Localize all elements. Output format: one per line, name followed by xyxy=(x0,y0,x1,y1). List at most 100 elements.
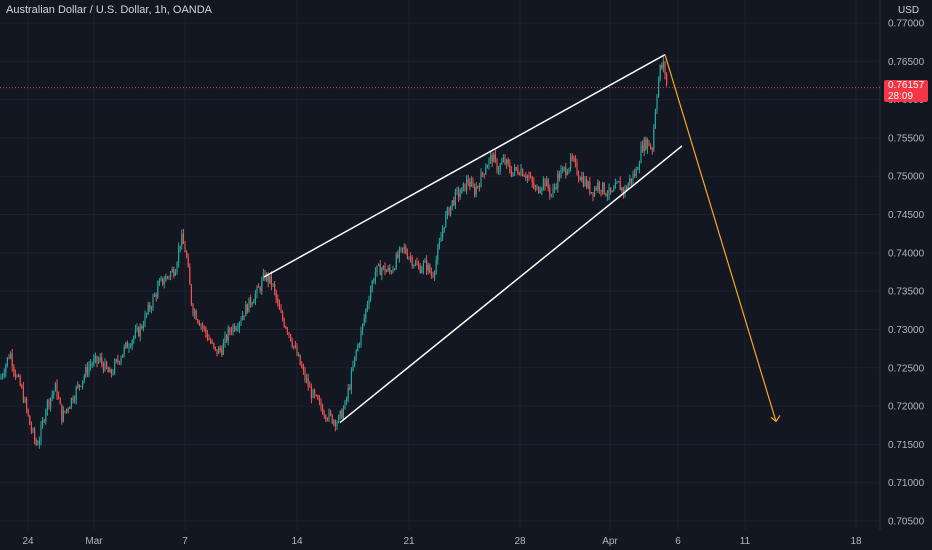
candle-body xyxy=(198,321,200,326)
candle-body xyxy=(240,320,242,323)
candle-body xyxy=(622,187,624,194)
candle-body xyxy=(405,247,407,254)
candle-body xyxy=(154,294,156,297)
candle-body xyxy=(488,158,490,166)
y-tick-label: 0.71000 xyxy=(888,478,925,489)
candle-body xyxy=(226,335,228,341)
upper-trend-line xyxy=(263,53,666,278)
candle-body xyxy=(310,386,312,399)
candle-body xyxy=(29,415,31,425)
candle-body xyxy=(301,364,303,368)
candle-body xyxy=(3,373,5,376)
candle-body xyxy=(346,398,348,401)
candle-body xyxy=(619,181,621,191)
candle-body xyxy=(584,179,586,187)
candle-body xyxy=(101,357,103,364)
candle-body xyxy=(418,264,420,267)
candle-body xyxy=(349,388,351,390)
candle-body xyxy=(352,365,354,371)
candle-body xyxy=(662,61,664,68)
candle-body xyxy=(518,173,520,175)
lower-trend-line xyxy=(339,145,683,424)
candle-body xyxy=(43,420,45,422)
candle-body xyxy=(126,342,128,349)
candle-body xyxy=(326,418,328,420)
candle-body xyxy=(173,269,175,276)
candle-body xyxy=(50,397,52,407)
candle-body xyxy=(450,205,452,215)
candle-body xyxy=(195,311,197,320)
candle-body xyxy=(222,342,224,355)
last-price-value: 0.76157 xyxy=(888,80,925,91)
candle-body xyxy=(581,176,583,181)
candle-body xyxy=(586,179,588,188)
candle-body xyxy=(478,185,480,188)
candle-body xyxy=(40,425,42,441)
candle-body xyxy=(560,169,562,178)
candle-body xyxy=(8,357,10,359)
candle-body xyxy=(642,145,644,152)
x-tick-label: Mar xyxy=(85,536,103,547)
candle-body xyxy=(147,304,149,314)
candle-body xyxy=(435,260,437,272)
candle-body xyxy=(78,384,80,386)
x-tick-label: 7 xyxy=(182,536,188,547)
candle-body xyxy=(499,164,501,171)
candle-body xyxy=(229,328,231,331)
candle-body xyxy=(525,176,527,178)
y-axis[interactable]: 0.770000.765000.760000.755000.750000.745… xyxy=(888,19,925,528)
candle-body xyxy=(11,354,13,367)
candle-body xyxy=(594,188,596,196)
candle-body xyxy=(165,276,167,282)
candle-body xyxy=(370,290,372,300)
candle-body xyxy=(430,272,432,276)
candle-body xyxy=(134,330,136,337)
candle-body xyxy=(522,169,524,176)
candle-body xyxy=(376,265,378,273)
candle-body xyxy=(381,268,383,276)
candle-body xyxy=(539,191,541,194)
candle-body xyxy=(53,391,55,395)
candle-body xyxy=(546,179,548,187)
y-tick-label: 0.71500 xyxy=(888,440,925,451)
candle-body xyxy=(538,186,540,194)
candle-body xyxy=(403,247,405,249)
candle-body xyxy=(274,284,276,291)
candle-body xyxy=(58,396,60,399)
candle-body xyxy=(360,330,362,344)
candle-body xyxy=(232,325,234,333)
candle-body xyxy=(253,301,255,304)
candle-body xyxy=(261,279,263,291)
candle-body xyxy=(603,182,605,194)
candle-body xyxy=(541,188,543,192)
y-tick-label: 0.74000 xyxy=(888,248,925,259)
candle-body xyxy=(88,365,90,374)
x-axis[interactable]: 24 Mar 7 14 21 28 Apr 6 11 18 xyxy=(22,536,862,547)
candle-body xyxy=(490,155,492,159)
candle-body xyxy=(62,410,64,422)
candle-body xyxy=(10,354,12,359)
candle-body xyxy=(333,420,335,424)
candle-body xyxy=(410,257,412,259)
chart-title: Australian Dollar / U.S. Dollar, 1h, OAN… xyxy=(6,4,213,16)
y-tick-label: 0.76500 xyxy=(888,57,925,68)
candle-body xyxy=(397,254,399,258)
candle-body xyxy=(514,167,516,173)
candle-body xyxy=(94,355,96,359)
candle-body xyxy=(635,169,637,176)
candle-body xyxy=(554,187,556,189)
candle-body xyxy=(90,364,92,366)
candle-body xyxy=(330,411,332,415)
candle-body xyxy=(339,410,341,416)
candle-body xyxy=(549,188,551,195)
candle-body xyxy=(203,327,205,329)
candle-body xyxy=(402,247,404,249)
candle-body xyxy=(130,346,132,348)
candle-body xyxy=(144,314,146,326)
candle-body xyxy=(114,361,116,373)
candle-body xyxy=(424,260,426,263)
candle-body xyxy=(163,281,165,285)
candle-body xyxy=(550,194,552,196)
candle-body xyxy=(344,400,346,409)
